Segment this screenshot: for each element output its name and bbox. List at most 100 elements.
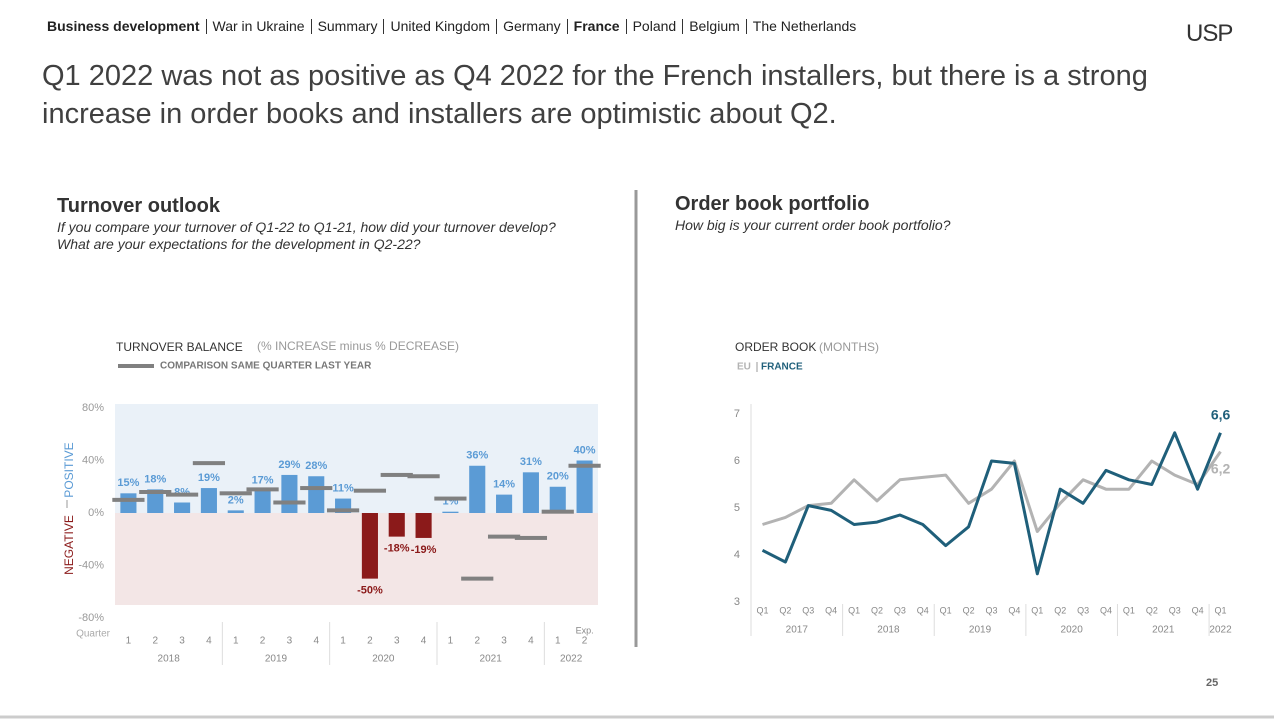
year-label: 2021 bbox=[480, 654, 503, 665]
y-tick-label: -80% bbox=[78, 612, 104, 624]
nav-item[interactable]: United Kingdom bbox=[383, 19, 496, 34]
legend-label: FRANCE bbox=[761, 362, 803, 373]
x-tick-label: Q3 bbox=[894, 605, 906, 615]
x-tick-label: Q1 bbox=[848, 605, 860, 615]
nav-item[interactable]: The Netherlands bbox=[745, 19, 863, 34]
year-label: 2019 bbox=[969, 625, 992, 636]
comparison-mark bbox=[300, 486, 333, 491]
x-tick-label: 1 bbox=[126, 636, 132, 647]
end-label: 6,2 bbox=[1211, 460, 1231, 476]
x-axis-label: Quarter bbox=[76, 629, 111, 640]
comparison-mark bbox=[192, 461, 226, 466]
x-tick-label: Q4 bbox=[917, 605, 929, 615]
comparison-mark bbox=[461, 576, 494, 581]
year-label: 2020 bbox=[1061, 625, 1084, 636]
x-tick-label: Q3 bbox=[1077, 605, 1089, 615]
comparison-mark bbox=[139, 490, 172, 494]
legend-label: EU bbox=[737, 362, 751, 373]
x-tick-label: Q2 bbox=[1054, 605, 1066, 615]
negative-zone bbox=[115, 513, 598, 605]
x-tick-label: Q2 bbox=[1146, 605, 1158, 615]
comparison-mark bbox=[273, 500, 306, 505]
x-tick-label: Q3 bbox=[802, 605, 814, 615]
logo: USP bbox=[1186, 20, 1233, 47]
data-label: -50% bbox=[357, 585, 383, 597]
x-tick-label: 4 bbox=[206, 636, 212, 647]
x-tick-label: 1 bbox=[555, 636, 561, 647]
x-tick-label: 1 bbox=[448, 636, 454, 647]
x-tick-label: 2 bbox=[260, 636, 266, 647]
nav-item[interactable]: France bbox=[566, 19, 626, 34]
x-tick-label: Q4 bbox=[1192, 605, 1204, 615]
y-tick-label: -40% bbox=[78, 559, 104, 571]
year-label: 2021 bbox=[1152, 625, 1175, 636]
bar bbox=[576, 460, 593, 513]
nav-item[interactable]: Belgium bbox=[682, 19, 746, 34]
y-tick-label: 6 bbox=[734, 455, 740, 467]
data-label: -18% bbox=[384, 543, 410, 555]
x-tick-label: 4 bbox=[421, 636, 427, 647]
y-tick-label: 0% bbox=[88, 507, 104, 519]
x-tick-label: 3 bbox=[501, 636, 507, 647]
bar bbox=[469, 465, 486, 513]
year-label: 2017 bbox=[786, 625, 809, 636]
data-label: 15% bbox=[117, 477, 139, 489]
y-tick-label: 40% bbox=[82, 454, 104, 466]
comparison-mark bbox=[165, 492, 199, 497]
comparison-mark bbox=[407, 474, 440, 479]
nav-item[interactable]: Summary bbox=[310, 19, 384, 34]
bar bbox=[254, 490, 271, 513]
bar bbox=[549, 486, 566, 513]
year-label: 2022 bbox=[560, 654, 583, 665]
subtitle-line: If you compare your turnover of Q1-22 to… bbox=[57, 219, 556, 235]
data-label: 40% bbox=[574, 444, 596, 456]
comparison-mark bbox=[219, 491, 252, 496]
year-label: 2022 bbox=[1209, 625, 1232, 636]
x-tick-label: 1 bbox=[340, 636, 346, 647]
comparison-mark bbox=[541, 509, 574, 514]
x-tick-label: 2 bbox=[367, 636, 373, 647]
nav-item[interactable]: Business development bbox=[47, 18, 200, 34]
x-tick-label: Q1 bbox=[1123, 605, 1135, 615]
panel-subtitle: How big is your current order book portf… bbox=[675, 217, 950, 234]
panel-title: Turnover outlook bbox=[57, 195, 220, 217]
legend-label: COMPARISON SAME QUARTER LAST YEAR bbox=[160, 361, 372, 372]
x-tick-label: Q1 bbox=[1215, 605, 1227, 615]
x-tick-label: 2 bbox=[582, 636, 588, 647]
x-tick-label: Q2 bbox=[779, 605, 791, 615]
nav-item[interactable]: Poland bbox=[625, 19, 683, 34]
x-tick-label: 1 bbox=[233, 636, 239, 647]
bar bbox=[281, 474, 298, 513]
bar bbox=[174, 502, 191, 513]
year-label: 2018 bbox=[877, 625, 900, 636]
bar bbox=[496, 494, 513, 513]
x-tick-label: 2 bbox=[474, 636, 480, 647]
x-tick-label: Q4 bbox=[1008, 605, 1020, 615]
data-label: 18% bbox=[144, 473, 166, 485]
line bbox=[762, 450, 1222, 533]
bar bbox=[308, 476, 325, 513]
legend-title: TURNOVER BALANCE bbox=[116, 340, 243, 354]
subtitle-line: What are your expectations for the devel… bbox=[57, 236, 421, 252]
nav-item[interactable]: Germany bbox=[496, 19, 567, 34]
bar bbox=[200, 488, 217, 513]
comparison-mark bbox=[326, 508, 360, 513]
legend-title: ORDER BOOK bbox=[735, 340, 816, 354]
headline: Q1 2022 was not as positive as Q4 2022 f… bbox=[42, 60, 1148, 130]
x-tick-label: 4 bbox=[313, 636, 319, 647]
panel-title: Order book portfolio bbox=[675, 193, 870, 215]
bar bbox=[388, 513, 405, 537]
legend-swatch bbox=[118, 364, 154, 368]
x-tick-label: Q1 bbox=[940, 605, 952, 615]
comparison-mark bbox=[568, 463, 601, 468]
x-tick-label: Q4 bbox=[825, 605, 837, 615]
nav-item[interactable]: War in Ukraine bbox=[205, 19, 311, 34]
bar bbox=[227, 510, 244, 513]
y-tick-label: 5 bbox=[734, 502, 740, 514]
x-tick-label: 3 bbox=[394, 636, 400, 647]
year-label: 2019 bbox=[265, 654, 288, 665]
positive-label: POSITIVE bbox=[62, 442, 76, 497]
bar bbox=[522, 472, 539, 513]
bar bbox=[147, 489, 164, 513]
y-tick-label: 7 bbox=[734, 408, 740, 420]
